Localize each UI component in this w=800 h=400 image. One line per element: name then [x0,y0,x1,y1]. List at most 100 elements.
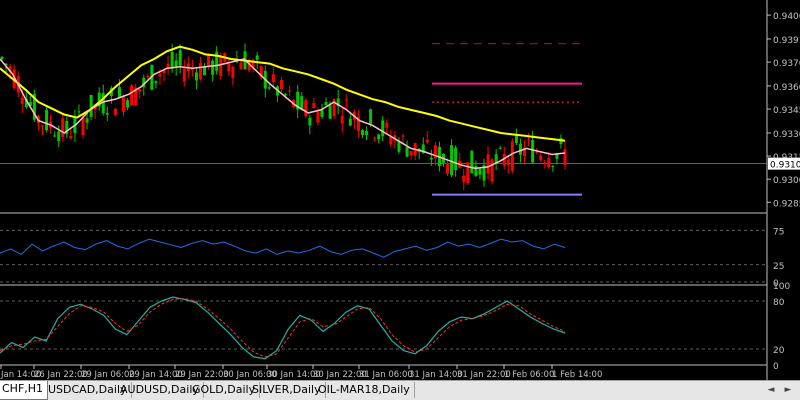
candle-body [389,136,393,145]
candle-body [134,87,138,106]
candle-body [510,141,514,171]
candle-body [482,165,486,181]
tab-silver-daily[interactable]: SILVER,Daily [248,382,326,398]
candle-body [563,149,567,165]
candle-body [377,134,381,140]
candle-body [381,120,385,137]
candle-body [154,80,158,83]
candle-body [41,125,45,127]
candle-body [24,98,28,108]
candle-body [474,166,478,176]
candle-body [543,162,547,165]
candle-body [369,109,373,124]
candle-body [328,105,332,119]
candle-body [85,118,89,123]
candle-body [466,162,470,184]
candle-body [300,96,304,110]
candle-body [28,102,32,106]
tab-audusd-daily[interactable]: AUDUSD,Daily [116,382,204,398]
candle-body [506,159,510,165]
time-tick-label: 1 Feb 14:00 [552,370,602,380]
candle-body [4,63,8,66]
candle-body [373,137,377,139]
time-tick-label: 29 Jan 06:00 [81,370,135,380]
chart-tabs-bar: CHF,H1 USDCAD,Daily AUDUSD,Daily GOLD,Da… [0,380,800,400]
candle-body [12,69,16,88]
candle-body [142,77,146,88]
candle-body [535,151,539,153]
tab-usdcad-daily[interactable]: USDCAD,Daily [44,382,132,398]
time-tick-label: 26 Jan 22:00 [34,370,88,380]
candle-body [32,94,36,120]
candle-body [425,139,429,143]
candle-body [446,163,450,174]
candle-body [207,53,211,66]
price-tick-label: 0.93300 [773,130,800,140]
time-tick-label: 31 Jan 22:00 [457,370,511,380]
candle-body [251,60,255,67]
candle-body [332,99,336,117]
current-price-badge [768,157,800,170]
current-price-label: 0.93101 [770,161,800,171]
candle-body [478,168,482,175]
moving-average-fast [0,58,566,170]
tab-gold-daily[interactable]: GOLD,Daily [188,382,261,398]
candle-body [255,55,259,60]
candle-body [122,96,126,112]
tabs-next-icon[interactable]: ► [784,385,792,395]
candle-body [522,147,526,157]
candle-body [490,159,494,182]
candle-body [421,144,425,154]
chart-area[interactable]: 0.94065 0.93910 0.93760 0.93605 0.93455 0.933… [0,0,800,380]
indicator1-level-label: 0 [773,279,779,289]
time-tick-label: 1 Feb 06:00 [504,370,554,380]
candle-body [57,131,61,142]
candle-body [219,55,223,76]
price-tick-label: 0.93000 [773,176,800,186]
candle-body [498,147,502,149]
candle-body [551,165,555,167]
time-tick-label: 29 Jan 22:00 [175,370,229,380]
indicator2-signal-line [0,298,566,358]
candle-body [518,143,522,155]
candle-body [211,60,215,75]
candle-body [433,145,437,159]
candle-body [271,74,275,82]
price-tick-label: 0.93455 [773,106,800,116]
candle-body [182,68,186,82]
candle-body [514,135,518,143]
time-tick-label: Jan 14:00 [0,370,41,380]
candle-body [365,131,369,136]
candle-body [486,154,490,174]
candle-body [336,98,340,107]
candle-body [502,153,506,166]
candle-body [194,72,198,81]
candle-body [360,130,364,135]
candle-body [158,73,162,77]
candle-body [304,100,308,117]
candle-body [117,87,121,98]
candle-body [259,66,263,78]
candle-body [61,118,65,137]
indicator2-level-label: 0 [773,362,779,372]
candle-body [203,66,207,76]
price-tick-label: 0.93605 [773,83,800,93]
tab-chf-h1[interactable]: CHF,H1 [0,381,49,400]
candle-body [316,111,320,123]
price-tick-label: 0.94065 [773,12,800,22]
candle-body [138,89,142,92]
candle-body [53,135,57,137]
price-panel[interactable] [0,0,767,210]
candle-body [130,85,134,106]
indicator1-level-label: 25 [773,262,784,272]
tabs-prev-icon[interactable]: ◄ [767,385,775,395]
candle-body [348,118,352,126]
candle-body [247,61,251,71]
tab-oil-mar18-daily[interactable]: OIL-MAR18,Daily [314,382,415,398]
candle-body [385,122,389,128]
price-tick-label: 0.93910 [773,36,800,46]
candle-body [401,135,405,137]
candle-body [8,66,12,72]
candle-body [284,93,288,95]
